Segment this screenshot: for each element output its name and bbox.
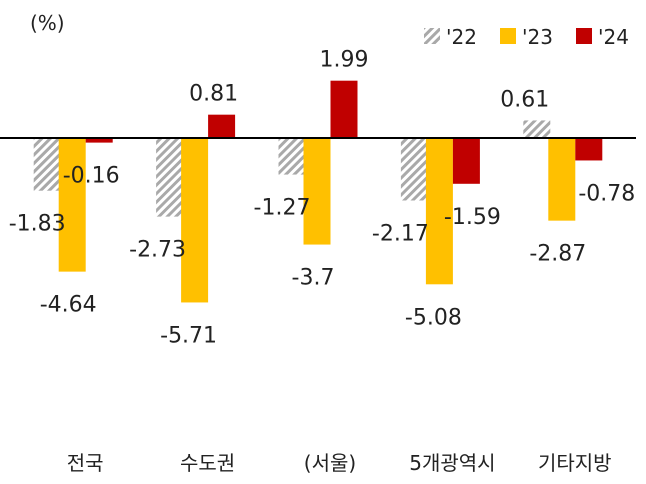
- bar-2-2: [181, 138, 209, 303]
- bar-3-1: [85, 138, 113, 143]
- bar-1-4: [400, 138, 428, 201]
- value-label-3-4: -1.59: [444, 205, 501, 230]
- legend: '22 '23 '24: [424, 25, 629, 49]
- bar-3-2: [208, 114, 236, 138]
- value-label-1-5: 0.61: [500, 87, 549, 112]
- value-label-2-1: -4.64: [40, 293, 97, 318]
- category-label-2: 수도권: [180, 451, 235, 475]
- bar-2-1: [58, 138, 86, 272]
- unit-label: (%): [30, 11, 65, 35]
- bar-3-5: [575, 138, 603, 161]
- bar-2-4: [425, 138, 453, 285]
- value-label-2-3: -3.7: [292, 266, 335, 291]
- value-label-2-2: -5.71: [160, 323, 217, 348]
- value-labels-group: -1.83 -4.64 -0.16 -2.73 -5.71 0.81 -1.27 -3.7 1.…: [9, 48, 636, 349]
- legend-swatch-1: [424, 28, 440, 44]
- bar-1-5: [523, 120, 551, 138]
- bars-group: [33, 80, 603, 303]
- legend-swatch-2: [500, 28, 516, 44]
- value-label-2-5: -2.87: [529, 242, 586, 267]
- value-label-1-3: -1.27: [254, 196, 311, 221]
- category-label-3: (서울): [304, 451, 356, 475]
- value-label-2-4: -5.08: [405, 305, 462, 330]
- bar-3-4: [452, 138, 480, 184]
- value-label-1-2: -2.73: [129, 238, 186, 263]
- category-labels-group: 전국 수도권 (서울) 5개광역시 기타지방: [67, 451, 612, 475]
- category-label-1: 전국: [67, 451, 104, 475]
- category-label-4: 5개광역시: [409, 451, 495, 475]
- value-label-3-5: -0.78: [578, 181, 635, 206]
- bar-2-5: [548, 138, 576, 221]
- bar-3-3: [330, 80, 358, 138]
- category-label-5: 기타지방: [538, 451, 612, 475]
- legend-label-1: '22: [446, 25, 477, 49]
- legend-label-2: '23: [522, 25, 553, 49]
- value-label-3-3: 1.99: [320, 48, 369, 73]
- bar-1-2: [156, 138, 184, 217]
- bar-1-3: [278, 138, 306, 175]
- value-label-3-2: 0.81: [189, 82, 238, 107]
- bar-1-1: [33, 138, 61, 191]
- legend-swatch-3: [576, 28, 592, 44]
- value-label-3-1: -0.16: [63, 164, 120, 189]
- legend-label-3: '24: [598, 25, 629, 49]
- bar-2-3: [303, 138, 331, 245]
- value-label-1-4: -2.17: [372, 221, 429, 246]
- value-label-1-1: -1.83: [9, 212, 66, 237]
